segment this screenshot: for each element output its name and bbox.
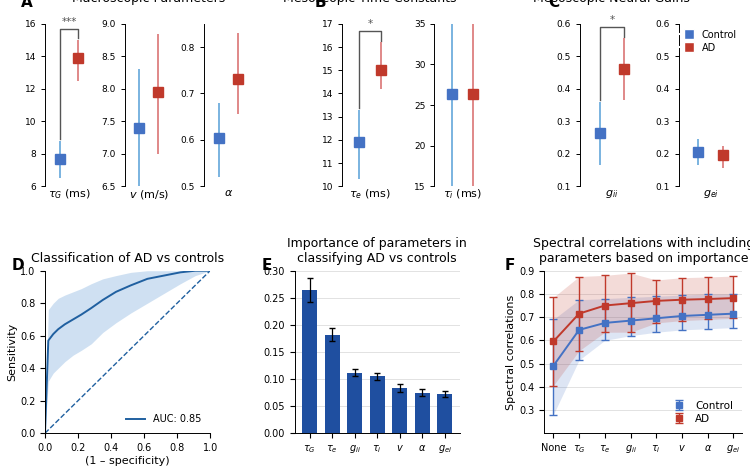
Bar <box>415 393 430 433</box>
Title: Classification of AD vs controls: Classification of AD vs controls <box>31 252 224 266</box>
AUC: 0.85: (0.82, 0.99): 0.85: (0.82, 0.99) <box>176 269 185 275</box>
Text: D: D <box>12 258 25 273</box>
AUC: 0.85: (0.52, 0.91): 0.85: (0.52, 0.91) <box>126 282 135 288</box>
AUC: 0.85: (0.02, 0.57): 0.85: (0.02, 0.57) <box>44 337 52 343</box>
Text: *: * <box>609 15 614 25</box>
Bar <box>302 290 317 433</box>
AUC: 0.85: (0.05, 0.61): 0.85: (0.05, 0.61) <box>49 331 58 337</box>
Line: AUC: 0.85: AUC: 0.85 <box>45 271 210 433</box>
AUC: 0.85: (0.17, 0.7): 0.85: (0.17, 0.7) <box>68 317 77 322</box>
Title: Spectral correlations with including
parameters based on importance: Spectral correlations with including par… <box>532 238 750 266</box>
Text: C: C <box>548 0 560 10</box>
Text: A: A <box>21 0 32 10</box>
Title: Mesoscopic Neural Gains: Mesoscopic Neural Gains <box>533 0 690 5</box>
AUC: 0.85: (0.91, 1): 0.85: (0.91, 1) <box>190 268 200 274</box>
Title: Importance of parameters in
classifying AD vs controls: Importance of parameters in classifying … <box>287 238 467 266</box>
Bar <box>437 394 452 433</box>
AUC: 0.85: (0.35, 0.82): 0.85: (0.35, 0.82) <box>98 297 107 303</box>
Title: Mesoscopic Time Constants: Mesoscopic Time Constants <box>284 0 457 5</box>
X-axis label: $\tau_i$ (ms): $\tau_i$ (ms) <box>442 188 482 201</box>
AUC: 0.85: (0.12, 0.67): 0.85: (0.12, 0.67) <box>60 321 69 327</box>
Text: *: * <box>368 20 373 30</box>
Title: Macroscopic Parameters: Macroscopic Parameters <box>72 0 226 5</box>
X-axis label: $\alpha$: $\alpha$ <box>224 188 233 198</box>
Bar <box>370 377 385 433</box>
X-axis label: $g_{ei}$: $g_{ei}$ <box>703 188 718 199</box>
AUC: 0.85: (0, 0): 0.85: (0, 0) <box>40 430 50 436</box>
Bar <box>325 335 340 433</box>
X-axis label: $\tau_e$ (ms): $\tau_e$ (ms) <box>350 188 391 201</box>
AUC: 0.85: (0.72, 0.97): 0.85: (0.72, 0.97) <box>160 273 169 278</box>
AUC: 0.85: (0.28, 0.77): 0.85: (0.28, 0.77) <box>87 305 96 311</box>
Bar <box>392 388 407 433</box>
Text: ***: *** <box>62 17 76 27</box>
Legend: Control, AD: Control, AD <box>667 397 737 428</box>
Y-axis label: Sensitivity: Sensitivity <box>7 323 17 381</box>
AUC: 0.85: (1, 1): 0.85: (1, 1) <box>206 268 214 274</box>
X-axis label: $g_{ii}$: $g_{ii}$ <box>605 188 619 199</box>
AUC: 0.85: (0.08, 0.64): 0.85: (0.08, 0.64) <box>54 327 63 332</box>
X-axis label: $\tau_G$ (ms): $\tau_G$ (ms) <box>48 188 91 201</box>
AUC: 0.85: (0.43, 0.87): 0.85: (0.43, 0.87) <box>112 289 121 295</box>
Text: F: F <box>505 258 515 273</box>
Legend: AUC: 0.85: AUC: 0.85 <box>122 410 206 428</box>
Text: E: E <box>262 258 272 273</box>
X-axis label: $v$ (m/s): $v$ (m/s) <box>129 188 169 200</box>
Y-axis label: Spectral correlations: Spectral correlations <box>506 294 517 409</box>
Legend: Control, AD: Control, AD <box>678 29 738 53</box>
AUC: 0.85: (0.62, 0.95): 0.85: (0.62, 0.95) <box>143 276 152 282</box>
Text: B: B <box>314 0 326 10</box>
X-axis label: (1 – specificity): (1 – specificity) <box>86 456 170 466</box>
AUC: 0.85: (0.22, 0.73): 0.85: (0.22, 0.73) <box>76 312 86 317</box>
Bar <box>347 373 362 433</box>
